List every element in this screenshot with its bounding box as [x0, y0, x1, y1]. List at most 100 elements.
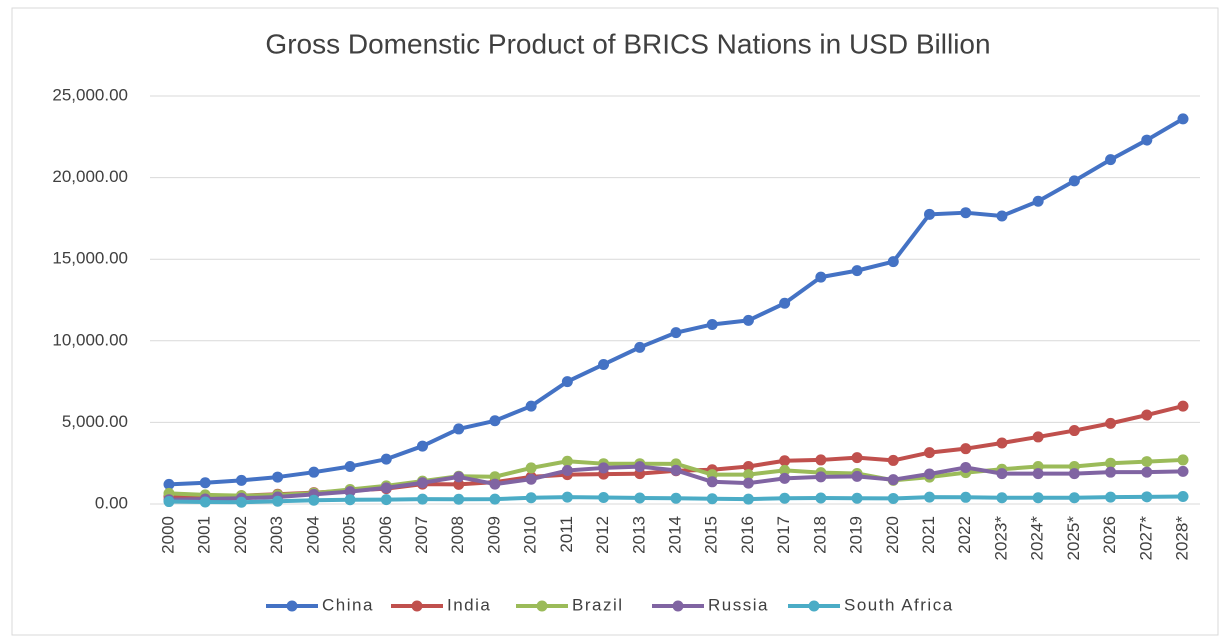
data-point	[706, 318, 718, 330]
x-tick-label: 2007	[412, 516, 431, 554]
x-tick-label: 2013	[629, 516, 648, 554]
data-point	[887, 256, 899, 268]
x-tick-label: 2020	[883, 516, 902, 554]
data-point	[598, 491, 610, 503]
x-tick-label: 2023*	[991, 516, 1010, 561]
x-tick-label: 2021	[919, 516, 938, 554]
x-tick-label: 2012	[593, 516, 612, 554]
data-point	[634, 341, 646, 353]
data-point	[924, 208, 935, 220]
data-point	[742, 477, 754, 489]
data-point	[815, 454, 827, 466]
data-point	[453, 493, 465, 505]
x-tick-label: 2006	[376, 516, 395, 554]
data-point	[380, 453, 392, 465]
x-tick-label: 2015	[702, 516, 721, 554]
data-point	[489, 415, 501, 427]
data-point	[380, 494, 392, 506]
x-tick-label: 2017	[774, 516, 793, 554]
data-point	[706, 476, 718, 488]
data-point	[996, 468, 1008, 480]
data-point	[561, 465, 573, 477]
x-tick-label: 2026	[1100, 516, 1119, 554]
data-point	[1177, 454, 1189, 466]
data-point	[634, 461, 646, 473]
data-point	[344, 494, 356, 506]
data-point	[960, 207, 972, 219]
x-tick-label: 2011	[557, 516, 576, 553]
data-point	[1105, 417, 1117, 429]
data-point	[525, 400, 537, 412]
x-tick-label: 2019	[847, 516, 866, 554]
y-tick-label: 20,000.00	[52, 167, 128, 186]
data-point	[1068, 425, 1080, 437]
data-point	[960, 491, 972, 503]
data-point	[670, 464, 682, 476]
y-tick-label: 0.00	[95, 493, 128, 512]
data-point	[344, 460, 356, 472]
data-point	[887, 492, 899, 504]
series-line	[168, 117, 1185, 487]
x-tick-label: 2018	[810, 516, 829, 554]
data-point	[344, 486, 356, 498]
data-point	[561, 455, 573, 467]
data-point	[1068, 492, 1080, 504]
data-point	[779, 464, 791, 476]
legend-label: Russia	[708, 595, 769, 614]
data-point	[1177, 400, 1189, 412]
x-tick-label: 2027*	[1136, 516, 1155, 561]
data-point	[1032, 195, 1044, 207]
data-point	[996, 492, 1008, 504]
x-tick-label: 2028*	[1172, 516, 1191, 561]
data-point	[1141, 134, 1153, 146]
data-point	[1177, 465, 1189, 477]
data-point	[1141, 409, 1153, 421]
data-point	[1105, 154, 1117, 166]
data-point	[887, 454, 899, 466]
data-point	[742, 493, 754, 505]
data-point	[924, 468, 935, 480]
data-point	[742, 469, 754, 481]
legend-label: India	[447, 595, 491, 614]
x-tick-label: 2003	[267, 516, 286, 554]
x-tick-label: 2005	[340, 516, 359, 554]
data-point	[489, 493, 501, 505]
data-point	[634, 492, 646, 504]
data-point	[779, 297, 791, 309]
data-point	[851, 470, 863, 482]
data-point	[851, 492, 863, 504]
data-point	[163, 478, 175, 490]
data-point	[851, 452, 863, 464]
data-point	[670, 327, 682, 339]
x-tick-label: 2009	[484, 516, 503, 554]
data-point	[199, 496, 211, 508]
data-point	[308, 466, 320, 478]
data-point	[525, 462, 537, 474]
x-tick-label: 2014	[665, 516, 684, 554]
data-point	[742, 314, 754, 326]
chart-border	[11, 7, 1219, 636]
data-point	[670, 492, 682, 504]
data-point	[417, 440, 428, 452]
data-point	[598, 358, 610, 370]
legend-label: South Africa	[844, 595, 954, 614]
x-tick-label: 2016	[738, 516, 757, 554]
data-point	[742, 460, 754, 472]
x-tick-label: 2025*	[1064, 516, 1083, 561]
data-point	[380, 482, 392, 494]
x-tick-label: 2024*	[1028, 516, 1047, 561]
data-point	[417, 477, 428, 489]
data-point	[561, 491, 573, 503]
data-point	[598, 462, 610, 474]
legend-label: China	[322, 595, 374, 614]
data-point	[453, 423, 465, 435]
legend-marker	[411, 600, 423, 612]
x-tick-label: 2004	[303, 516, 322, 554]
x-tick-label: 2001	[195, 516, 214, 554]
data-point	[851, 265, 863, 277]
legend-marker	[536, 600, 548, 612]
x-tick-label: 2000	[158, 516, 177, 554]
y-tick-label: 5,000.00	[62, 412, 128, 431]
data-point	[561, 376, 573, 388]
